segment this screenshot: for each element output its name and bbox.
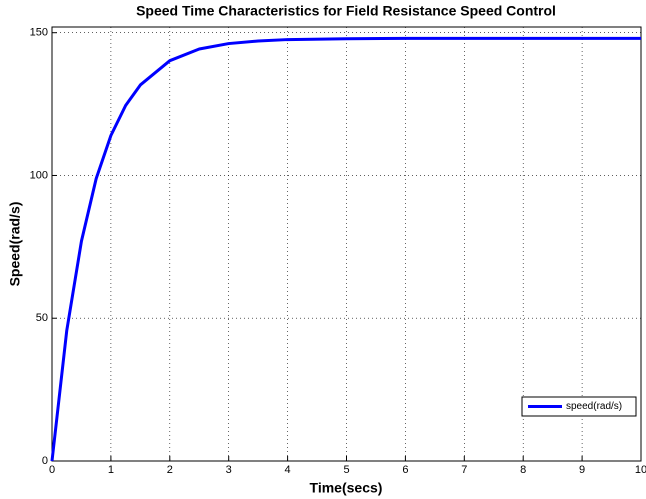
x-tick-label: 3	[226, 464, 232, 476]
chart-title: Speed Time Characteristics for Field Res…	[136, 3, 556, 19]
x-tick-label: 5	[343, 464, 349, 476]
x-tick-label: 0	[49, 464, 55, 476]
legend-box	[521, 396, 637, 417]
x-tick-label: 10	[635, 464, 646, 476]
x-tick-label: 1	[108, 464, 114, 476]
x-tick-label: 4	[285, 464, 291, 476]
x-tick-label: 9	[579, 464, 585, 476]
y-tick-label: 100	[30, 169, 48, 181]
data-line	[50, 36, 641, 462]
y-tick-label: 50	[36, 312, 48, 324]
y-tick-label: 150	[30, 27, 48, 39]
x-tick-label: 2	[167, 464, 173, 476]
x-tick-label: 6	[402, 464, 408, 476]
x-tick-label: 7	[461, 464, 467, 476]
x-axis-label: Time(secs)	[310, 480, 383, 496]
y-axis-label: Speed(rad/s)	[7, 202, 23, 287]
legend-label: speed(rad/s)	[566, 401, 622, 412]
y-tick-label: 0	[42, 455, 48, 467]
axes-box	[51, 26, 642, 462]
x-tick-label: 8	[520, 464, 526, 476]
